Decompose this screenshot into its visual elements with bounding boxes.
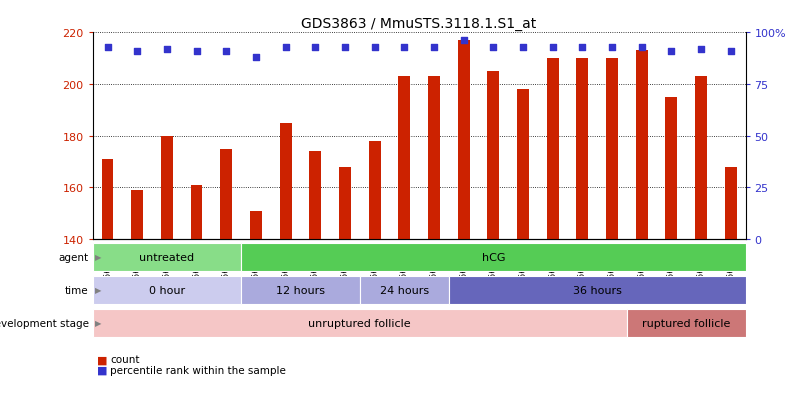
Point — [190, 48, 203, 55]
Text: ▶: ▶ — [95, 286, 102, 294]
Text: ■: ■ — [97, 354, 107, 364]
Bar — [725, 167, 737, 240]
Point — [546, 44, 559, 51]
Point — [427, 44, 440, 51]
Bar — [310, 152, 322, 240]
Bar — [636, 51, 648, 240]
Point — [487, 44, 500, 51]
Text: hCG: hCG — [481, 252, 505, 262]
Bar — [428, 77, 440, 240]
Text: agent: agent — [59, 252, 89, 262]
Text: 36 hours: 36 hours — [573, 285, 621, 295]
Title: GDS3863 / MmuSTS.3118.1.S1_at: GDS3863 / MmuSTS.3118.1.S1_at — [301, 17, 537, 31]
Point — [605, 44, 618, 51]
FancyBboxPatch shape — [93, 309, 627, 337]
Text: percentile rank within the sample: percentile rank within the sample — [110, 365, 286, 375]
Bar — [458, 41, 470, 240]
Bar — [131, 190, 143, 240]
Text: 0 hour: 0 hour — [149, 285, 185, 295]
Point — [725, 48, 737, 55]
Bar — [220, 149, 232, 240]
Bar — [576, 59, 588, 240]
Point — [576, 44, 589, 51]
Point — [250, 55, 263, 61]
Point — [339, 44, 351, 51]
Bar — [280, 123, 292, 240]
FancyBboxPatch shape — [449, 276, 746, 304]
FancyBboxPatch shape — [627, 309, 746, 337]
Bar — [695, 77, 707, 240]
Bar — [666, 97, 677, 240]
Point — [160, 46, 173, 53]
Text: ▶: ▶ — [95, 319, 102, 328]
Text: 12 hours: 12 hours — [276, 285, 325, 295]
Bar — [546, 59, 559, 240]
Text: untreated: untreated — [139, 252, 194, 262]
Bar — [250, 211, 262, 240]
Point — [101, 44, 114, 51]
Point — [635, 44, 648, 51]
Bar — [161, 136, 172, 240]
Text: ■: ■ — [97, 365, 107, 375]
Point — [220, 48, 233, 55]
Text: ▶: ▶ — [95, 253, 102, 261]
Point — [309, 44, 322, 51]
Point — [665, 48, 678, 55]
Point — [131, 48, 143, 55]
FancyBboxPatch shape — [241, 276, 359, 304]
Text: unruptured follicle: unruptured follicle — [309, 318, 411, 328]
FancyBboxPatch shape — [241, 243, 746, 271]
Text: development stage: development stage — [0, 318, 89, 328]
Bar — [488, 72, 499, 240]
Point — [457, 38, 470, 45]
FancyBboxPatch shape — [93, 276, 241, 304]
Text: time: time — [65, 285, 89, 295]
Bar — [606, 59, 618, 240]
Point — [517, 44, 530, 51]
Point — [368, 44, 381, 51]
Bar — [517, 90, 529, 240]
Text: 24 hours: 24 hours — [380, 285, 429, 295]
Bar — [398, 77, 410, 240]
Bar — [191, 185, 202, 240]
FancyBboxPatch shape — [93, 243, 241, 271]
Point — [398, 44, 411, 51]
Point — [279, 44, 292, 51]
Text: count: count — [110, 354, 140, 364]
FancyBboxPatch shape — [359, 276, 449, 304]
Bar — [339, 167, 351, 240]
Bar — [368, 141, 380, 240]
Point — [695, 46, 708, 53]
Text: ruptured follicle: ruptured follicle — [642, 318, 730, 328]
Bar — [102, 159, 114, 240]
